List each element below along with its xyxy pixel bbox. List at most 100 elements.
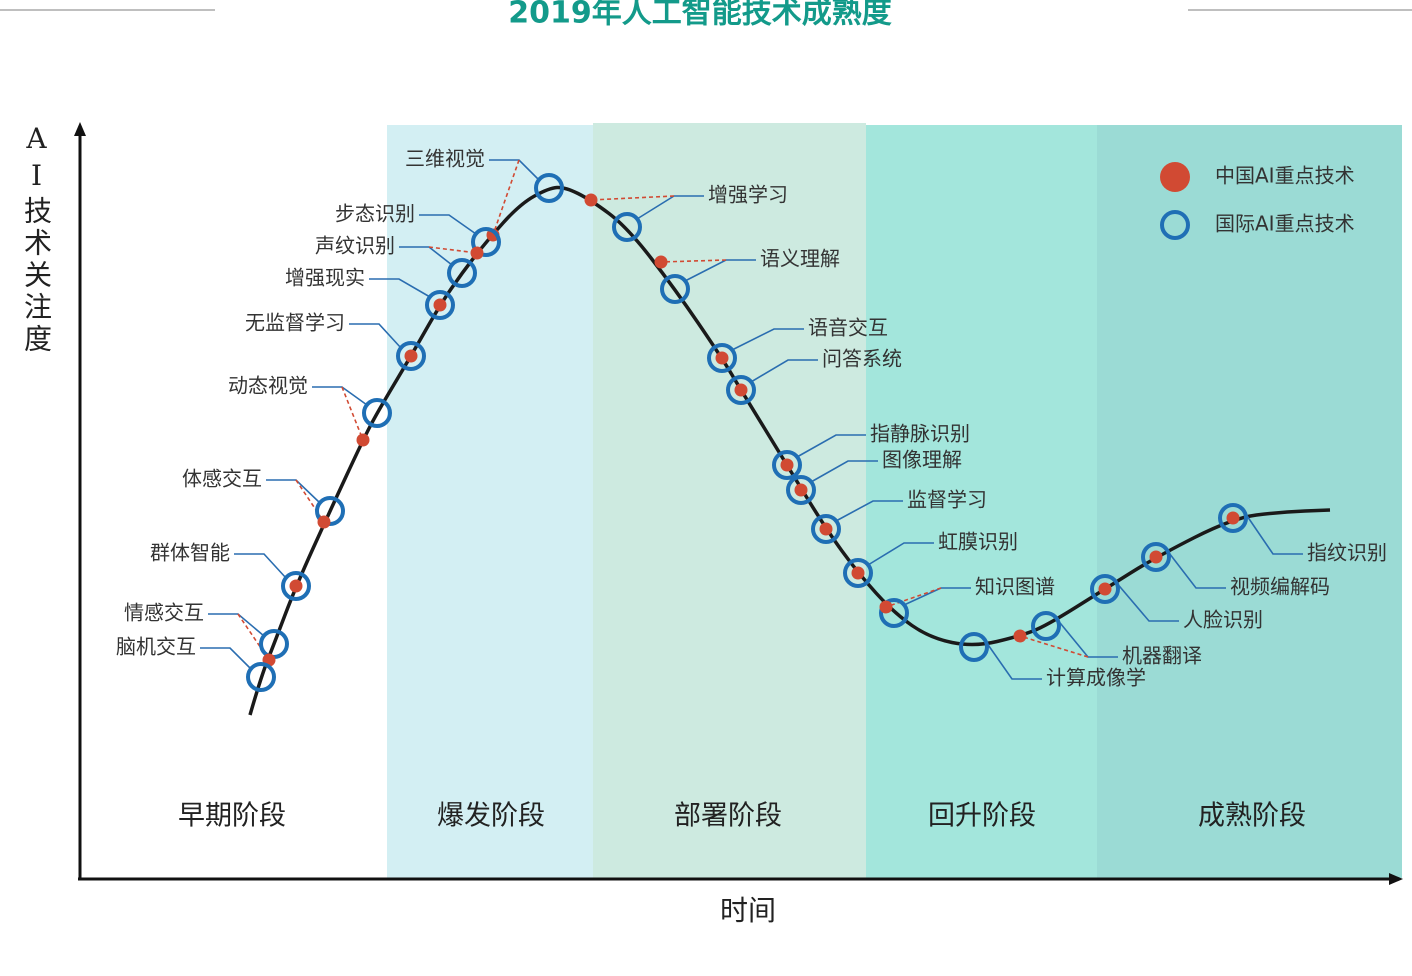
phase-label: 部署阶段: [674, 801, 782, 832]
intl-marker: [707, 343, 737, 373]
leader-line: [341, 386, 364, 441]
intl-marker: [1090, 574, 1120, 604]
leader-line: [1165, 548, 1226, 589]
intl-marker: [843, 558, 873, 588]
leader-line: [492, 159, 520, 236]
leader-line: [750, 359, 818, 383]
tech-label: 人脸识别: [1183, 608, 1263, 632]
leader-line: [419, 214, 477, 235]
phase-label: 回升阶段: [928, 801, 1036, 832]
china-marker: [1013, 629, 1027, 643]
tech-label: 动态视觉: [228, 374, 308, 398]
tech-label: 步态识别: [335, 202, 415, 226]
tech-label: 声纹识别: [315, 234, 395, 258]
intl-marker: [246, 662, 276, 692]
leader-line: [731, 328, 804, 351]
title: 2019年人工智能技术成熟度: [508, 0, 892, 31]
phase-label: 成熟阶段: [1198, 801, 1306, 832]
leader-line: [1019, 635, 1089, 658]
tech-label: 体感交互: [182, 467, 262, 491]
intl-marker: [447, 258, 477, 288]
leader-line: [867, 542, 934, 566]
leader-line: [885, 587, 942, 608]
legend-label: 国际AI重点技术: [1215, 212, 1355, 236]
legend-label: 中国AI重点技术: [1215, 164, 1355, 188]
tech-label: 无监督学习: [245, 311, 345, 335]
intl-marker: [362, 398, 392, 428]
leader-line: [369, 278, 431, 298]
phase-band: [593, 123, 866, 878]
phase-band: [866, 125, 1097, 878]
intl-marker: [660, 274, 690, 304]
leader-line: [208, 613, 265, 637]
leader-line: [428, 246, 478, 254]
intl-marker: [879, 598, 909, 628]
phase-label: 爆发阶段: [437, 801, 545, 832]
leader-line: [1242, 509, 1303, 555]
china-marker: [317, 515, 331, 529]
legend-marker: [1160, 210, 1190, 240]
china-marker: [819, 522, 833, 536]
intl-marker: [811, 514, 841, 544]
intl-marker: [396, 341, 426, 371]
china-marker: [715, 351, 729, 365]
axis-arrow: [1389, 873, 1403, 885]
tech-label: 脑机交互: [116, 635, 196, 659]
tech-label: 图像理解: [882, 448, 962, 472]
china-marker: [584, 193, 598, 207]
china-marker: [794, 483, 808, 497]
tech-label: 指静脉识别: [870, 422, 970, 446]
leader-line: [660, 259, 727, 263]
china-marker: [433, 298, 447, 312]
china-marker: [404, 349, 418, 363]
intl-marker: [772, 450, 802, 480]
tech-label: 情感交互: [124, 601, 204, 625]
tech-label: 计算成像学: [1046, 666, 1146, 690]
leader-line: [237, 613, 270, 661]
leader-line: [810, 460, 878, 483]
tech-label: 指纹识别: [1307, 541, 1387, 565]
tech-label: 问答系统: [822, 347, 902, 371]
axis-arrow: [74, 122, 86, 136]
leader-line: [266, 479, 321, 504]
tech-label: 视频编解码: [1230, 575, 1330, 599]
leader-line: [312, 386, 368, 406]
intl-marker: [534, 173, 564, 203]
china-marker: [1149, 550, 1163, 564]
intl-marker: [612, 212, 642, 242]
china-marker: [654, 255, 668, 269]
china-marker: [851, 566, 865, 580]
phase-band: [387, 125, 593, 878]
china-marker: [289, 579, 303, 593]
tech-label: 群体智能: [150, 541, 230, 565]
leader-line: [234, 553, 287, 579]
china-marker: [1098, 582, 1112, 596]
intl-marker: [1218, 503, 1248, 533]
phase-label: 早期阶段: [178, 801, 286, 832]
intl-marker: [425, 290, 455, 320]
leader-line: [835, 500, 903, 522]
phase-band: [1097, 125, 1402, 878]
leader-line: [796, 434, 866, 458]
tech-label: 增强学习: [708, 183, 788, 207]
tech-label: 虹膜识别: [938, 530, 1018, 554]
intl-marker: [1141, 542, 1171, 572]
tech-label: 增强现实: [285, 266, 365, 290]
leader-line: [200, 647, 252, 670]
leader-line: [1114, 580, 1179, 622]
china-marker: [734, 383, 748, 397]
intl-marker: [471, 227, 501, 257]
china-marker: [879, 600, 893, 614]
tech-label: 语音交互: [808, 316, 888, 340]
china-marker: [1226, 511, 1240, 525]
tech-label: 知识图谱: [975, 575, 1055, 599]
intl-marker: [959, 632, 989, 662]
leader-line: [349, 323, 402, 349]
legend-marker: [1160, 162, 1190, 192]
intl-marker: [1031, 611, 1061, 641]
y-axis-label: AI技术关注度: [20, 122, 53, 356]
leader-line: [983, 638, 1042, 680]
china-marker: [356, 433, 370, 447]
